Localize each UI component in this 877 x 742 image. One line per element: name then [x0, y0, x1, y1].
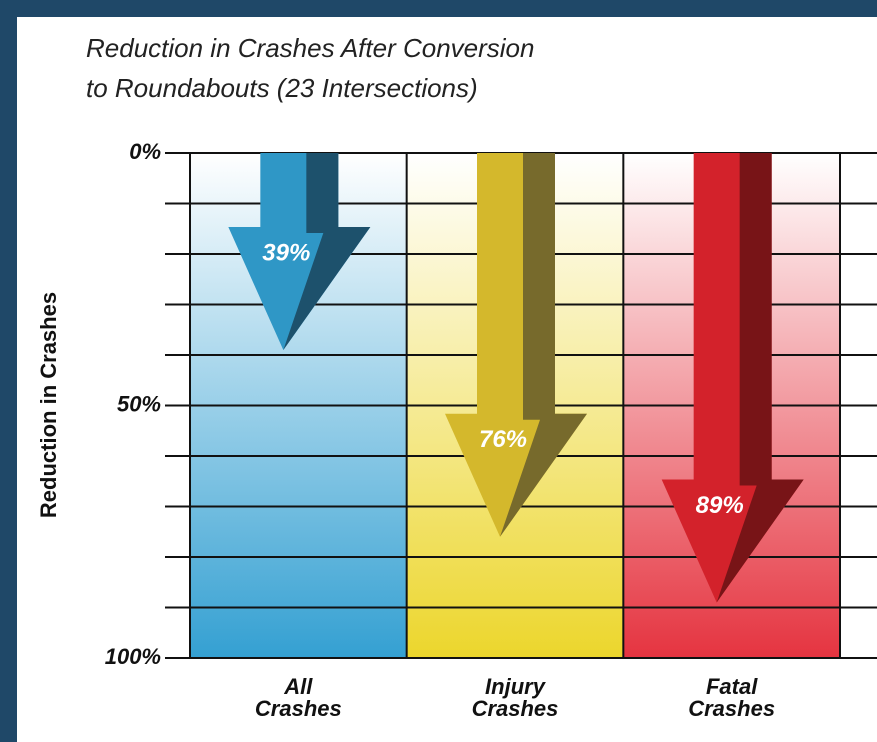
chart-title: to Roundabouts (23 Intersections): [86, 73, 478, 103]
chart: Reduction in Crashes After Conversion to…: [0, 0, 877, 742]
value-label: 39%: [262, 239, 310, 266]
x-tick-label: Fatal Crashes: [652, 676, 812, 720]
chart-title: Reduction in Crashes After Conversion: [86, 33, 534, 63]
x-tick-label: All Crashes: [218, 676, 378, 720]
y-tick-label: 0%: [129, 139, 161, 164]
y-axis-label: Reduction in Crashes: [36, 292, 61, 518]
value-label: 76%: [479, 426, 527, 453]
y-tick-label: 50%: [117, 391, 161, 416]
page: Reduction in Crashes After Conversion to…: [0, 0, 877, 742]
value-label: 89%: [696, 492, 744, 519]
y-tick-label: 100%: [105, 644, 161, 669]
x-tick-label: Injury Crashes: [435, 676, 595, 720]
